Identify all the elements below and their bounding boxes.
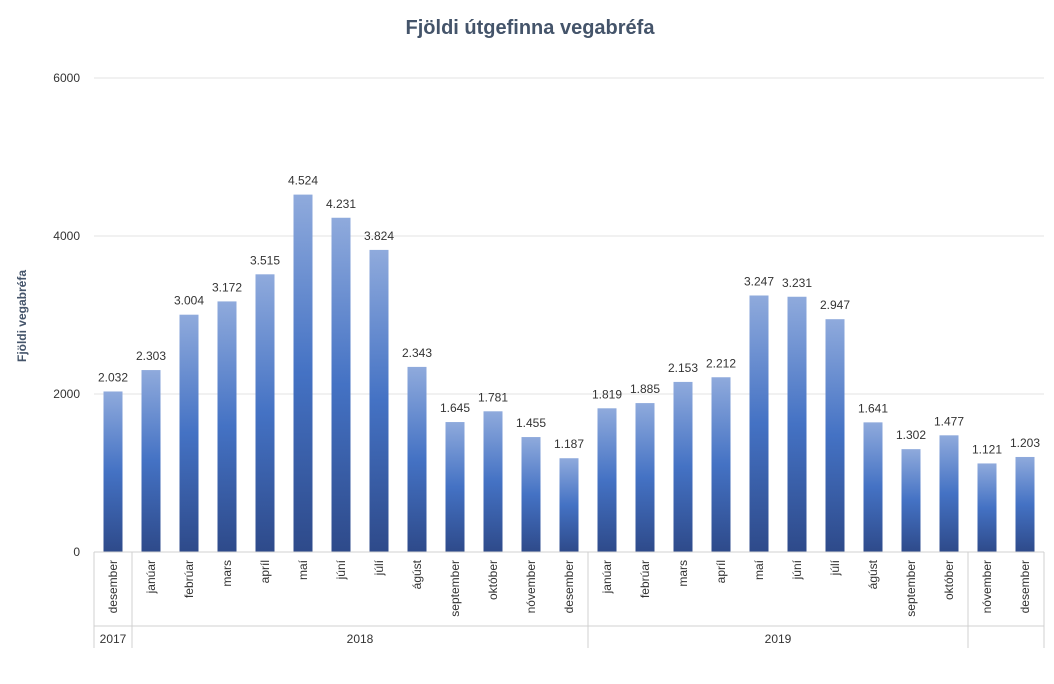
bar xyxy=(749,295,769,552)
data-label: 3.231 xyxy=(782,276,812,290)
bar xyxy=(217,301,237,552)
bar xyxy=(673,381,693,552)
data-label: 1.203 xyxy=(1010,436,1040,450)
x-tick-label: desember xyxy=(106,560,120,613)
data-label: 2.153 xyxy=(668,361,698,375)
data-label: 3.172 xyxy=(212,280,242,294)
x-tick-label: mars xyxy=(676,560,690,587)
x-tick-label: október xyxy=(942,560,956,600)
x-tick-label: nóvember xyxy=(524,560,538,613)
bar xyxy=(407,366,427,552)
bar xyxy=(635,403,655,552)
x-tick-label: júní xyxy=(790,559,804,580)
x-tick-label: febrúar xyxy=(638,560,652,598)
bar xyxy=(369,249,389,553)
x-tick-label: júlí xyxy=(372,559,386,576)
y-tick-label: 0 xyxy=(73,545,80,559)
data-label: 3.824 xyxy=(364,229,394,243)
bar xyxy=(103,391,123,552)
bar xyxy=(939,435,959,552)
y-axis-label: Fjöldi vegabréfa xyxy=(15,270,29,362)
bar xyxy=(901,449,921,552)
bar xyxy=(483,411,503,552)
year-label: 2019 xyxy=(765,632,792,646)
x-tick-label: desember xyxy=(562,560,576,613)
x-tick-label: júní xyxy=(334,559,348,580)
bar xyxy=(597,408,617,552)
bars xyxy=(103,194,1035,553)
data-label: 2.212 xyxy=(706,356,736,370)
data-label: 2.032 xyxy=(98,370,128,384)
data-label: 3.247 xyxy=(744,274,774,288)
data-label: 1.121 xyxy=(972,442,1002,456)
data-label: 3.004 xyxy=(174,294,204,308)
y-tick-label: 2000 xyxy=(53,387,80,401)
data-label: 4.231 xyxy=(326,197,356,211)
y-axis-ticks: 0 2000 4000 6000 xyxy=(53,71,80,559)
x-tick-label: apríl xyxy=(714,560,728,583)
bar xyxy=(255,274,275,552)
data-labels: 2.032 2.303 3.004 3.172 3.515 4.524 4.231 3.824… xyxy=(98,174,1040,457)
data-label: 1.781 xyxy=(478,390,508,404)
x-tick-label: maí xyxy=(752,559,766,580)
x-tick-label: ágúst xyxy=(866,559,880,589)
x-tick-label: nóvember xyxy=(980,560,994,613)
bar xyxy=(711,377,731,552)
data-label: 1.187 xyxy=(554,437,584,451)
bar xyxy=(331,217,351,552)
x-tick-label: mars xyxy=(220,560,234,587)
y-tick-label: 6000 xyxy=(53,71,80,85)
x-tick-label: febrúar xyxy=(182,560,196,598)
chart-title: Fjöldi útgefinna vegabréfa xyxy=(406,17,656,39)
bar xyxy=(293,194,313,552)
bar xyxy=(787,296,807,552)
year-label: 2018 xyxy=(347,632,374,646)
bar xyxy=(141,370,161,552)
bar xyxy=(863,422,883,552)
bar xyxy=(179,314,199,552)
x-tick-label: júlí xyxy=(828,559,842,576)
data-label: 1.641 xyxy=(858,401,888,415)
data-label: 2.947 xyxy=(820,298,850,312)
x-tick-label: maí xyxy=(296,559,310,580)
data-label: 2.343 xyxy=(402,346,432,360)
data-label: 1.885 xyxy=(630,382,660,396)
data-label: 1.302 xyxy=(896,428,926,442)
x-tick-label: apríl xyxy=(258,560,272,583)
x-tick-label: september xyxy=(904,560,918,617)
data-label: 1.455 xyxy=(516,416,546,430)
data-label: 2.303 xyxy=(136,349,166,363)
bar xyxy=(445,422,465,552)
y-tick-label: 4000 xyxy=(53,229,80,243)
bar xyxy=(825,319,845,552)
data-label: 1.645 xyxy=(440,401,470,415)
bar xyxy=(1015,456,1035,552)
gridlines xyxy=(94,77,1044,395)
data-label: 1.477 xyxy=(934,414,964,428)
x-tick-label: janúar xyxy=(600,560,614,594)
x-tick-label: október xyxy=(486,560,500,600)
bar xyxy=(559,458,579,552)
year-label: 2017 xyxy=(100,632,127,646)
data-label: 4.524 xyxy=(288,174,318,188)
data-label: 3.515 xyxy=(250,253,280,267)
x-tick-label: desember xyxy=(1018,560,1032,613)
x-axis: desember janúar febrúar mars apríl maí júní júl… xyxy=(93,551,1045,648)
data-label: 1.819 xyxy=(592,387,622,401)
bar xyxy=(521,437,541,552)
bar xyxy=(977,463,997,552)
x-tick-label: september xyxy=(448,560,462,617)
x-tick-label: janúar xyxy=(144,560,158,594)
x-tick-label: ágúst xyxy=(410,559,424,589)
